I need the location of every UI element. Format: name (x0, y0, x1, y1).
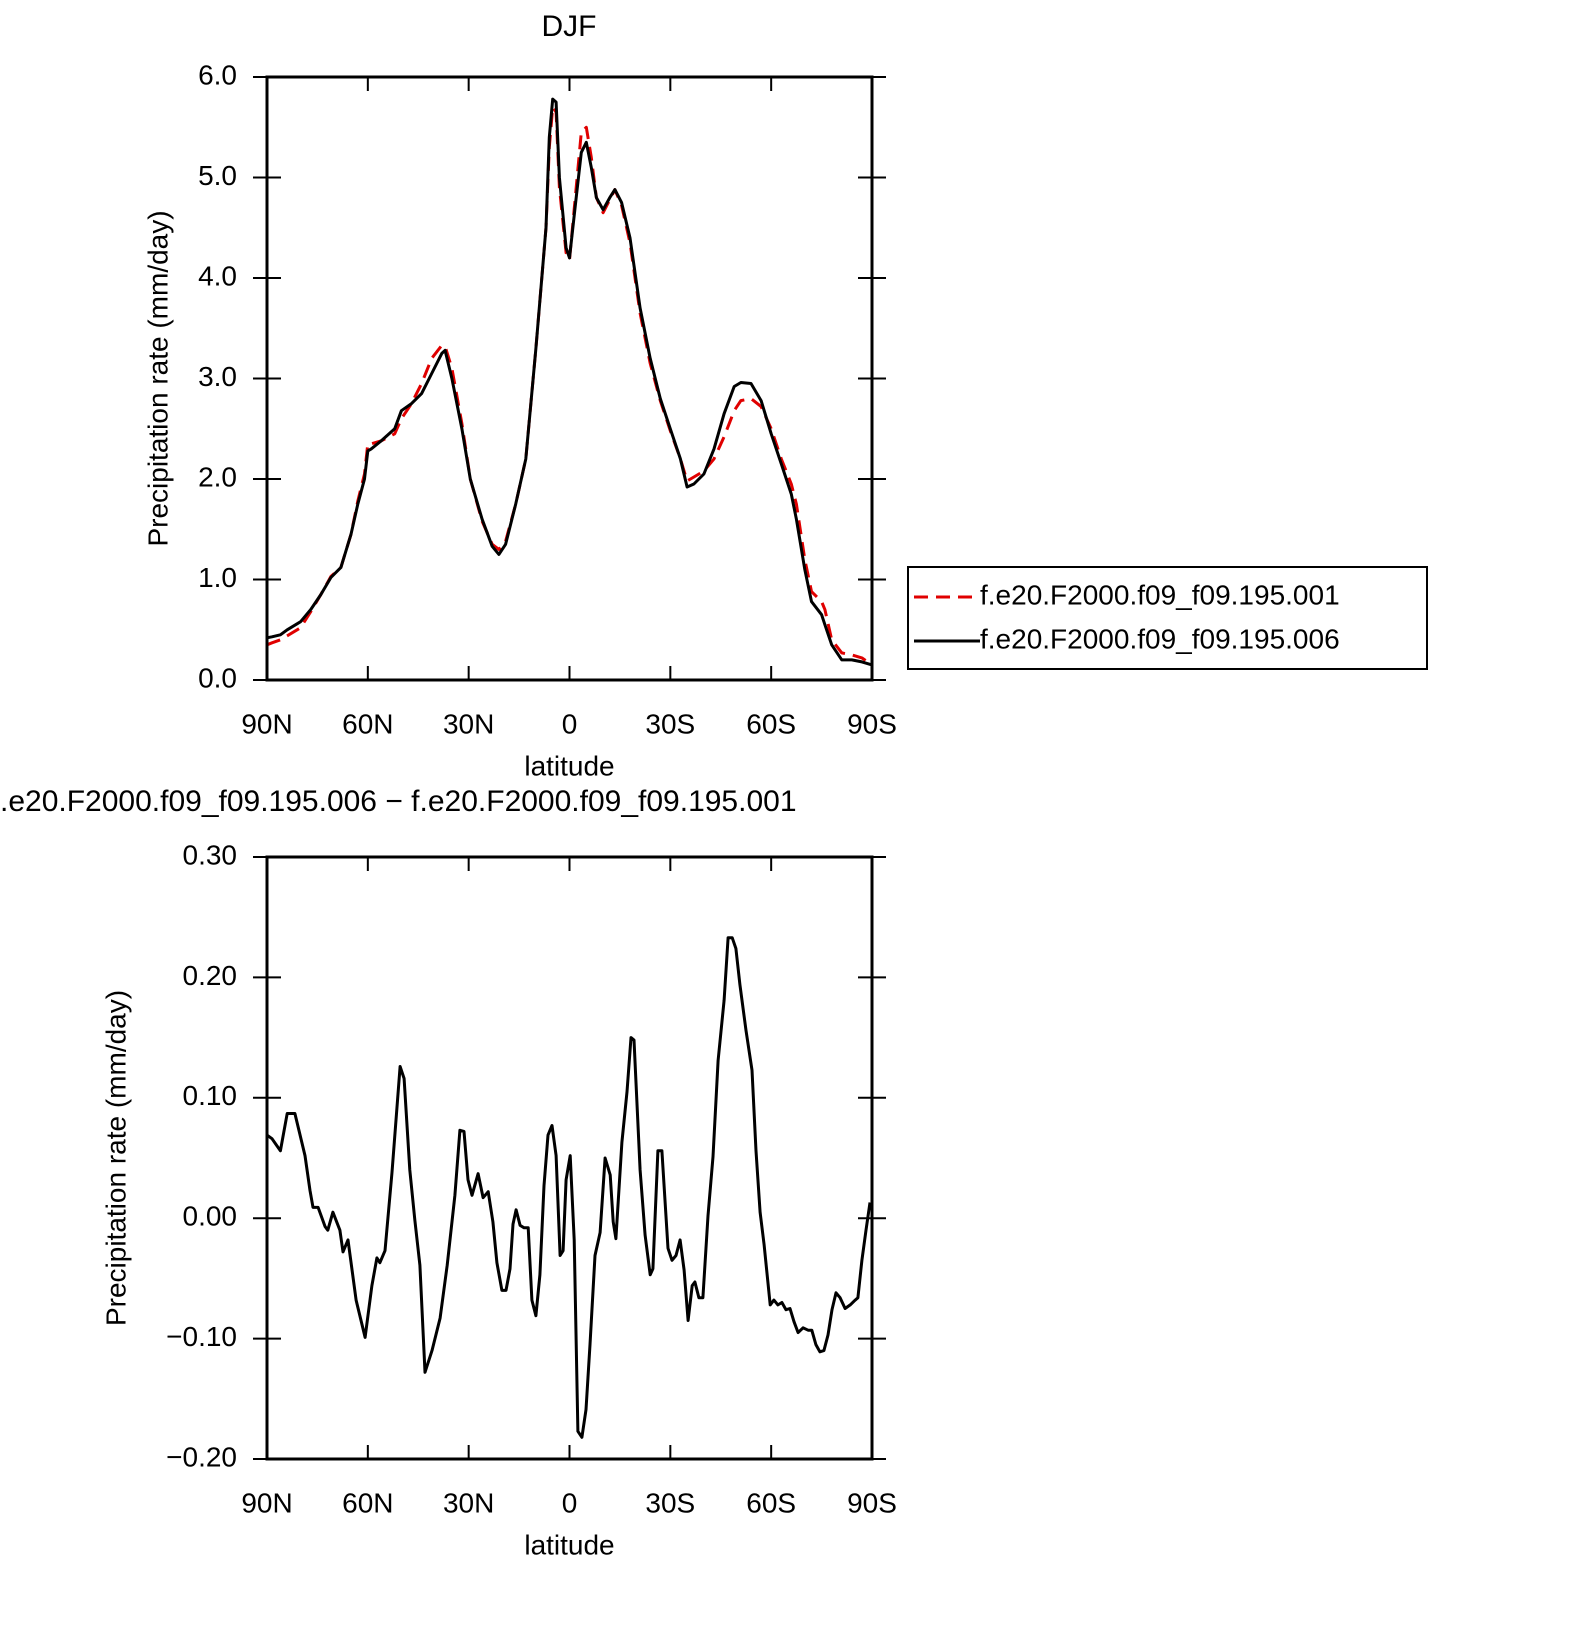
y-tick-label: 0.00 (183, 1201, 238, 1232)
x-tick-label: 0 (562, 708, 578, 739)
x-tick-label: 60S (746, 708, 796, 739)
y-tick-label: 0.20 (183, 960, 238, 991)
y-axis-label: Precipitation rate (mm/day) (100, 990, 131, 1326)
y-tick-label: 4.0 (198, 260, 237, 291)
y-tick-label: 0.10 (183, 1080, 238, 1111)
x-tick-label: 30N (443, 1487, 494, 1518)
x-tick-label: 30N (443, 708, 494, 739)
y-tick-label: 6.0 (198, 59, 237, 90)
x-tick-label: 30S (645, 1487, 695, 1518)
x-tick-label: 0 (562, 1487, 578, 1518)
y-axis-label: Precipitation rate (mm/day) (142, 210, 173, 546)
y-tick-label: −0.10 (166, 1321, 237, 1352)
y-tick-label: 0.30 (183, 839, 238, 870)
plot-frame (265, 855, 874, 1461)
x-tick-label: 60N (342, 1487, 393, 1518)
legend-box (907, 566, 1428, 670)
x-tick-label: 60N (342, 708, 393, 739)
y-tick-label: 5.0 (198, 160, 237, 191)
x-tick-label: 30S (645, 708, 695, 739)
data-line (266, 105, 873, 667)
legend-label: f.e20.F2000.f09_f09.195.001 (980, 579, 1340, 610)
x-axis-label: latitude (524, 750, 614, 781)
data-line (266, 936, 872, 1439)
y-tick-label: 0.0 (198, 662, 237, 693)
x-tick-label: 60S (746, 1487, 796, 1518)
y-tick-label: 1.0 (198, 562, 237, 593)
x-tick-label: 90S (847, 708, 897, 739)
plot-frame (265, 75, 874, 682)
y-tick-label: 3.0 (198, 361, 237, 392)
legend-label: f.e20.F2000.f09_f09.195.006 (980, 623, 1340, 654)
y-tick-label: 2.0 (198, 461, 237, 492)
chart-title: .e20.F2000.f09_f09.195.006 − f.e20.F2000… (0, 785, 797, 818)
chart-title: DJF (542, 10, 597, 43)
x-tick-label: 90S (847, 1487, 897, 1518)
data-line (266, 97, 873, 667)
x-axis-label: latitude (524, 1529, 614, 1560)
x-tick-label: 90N (241, 708, 292, 739)
y-tick-label: −0.20 (166, 1441, 237, 1472)
x-tick-label: 90N (241, 1487, 292, 1518)
